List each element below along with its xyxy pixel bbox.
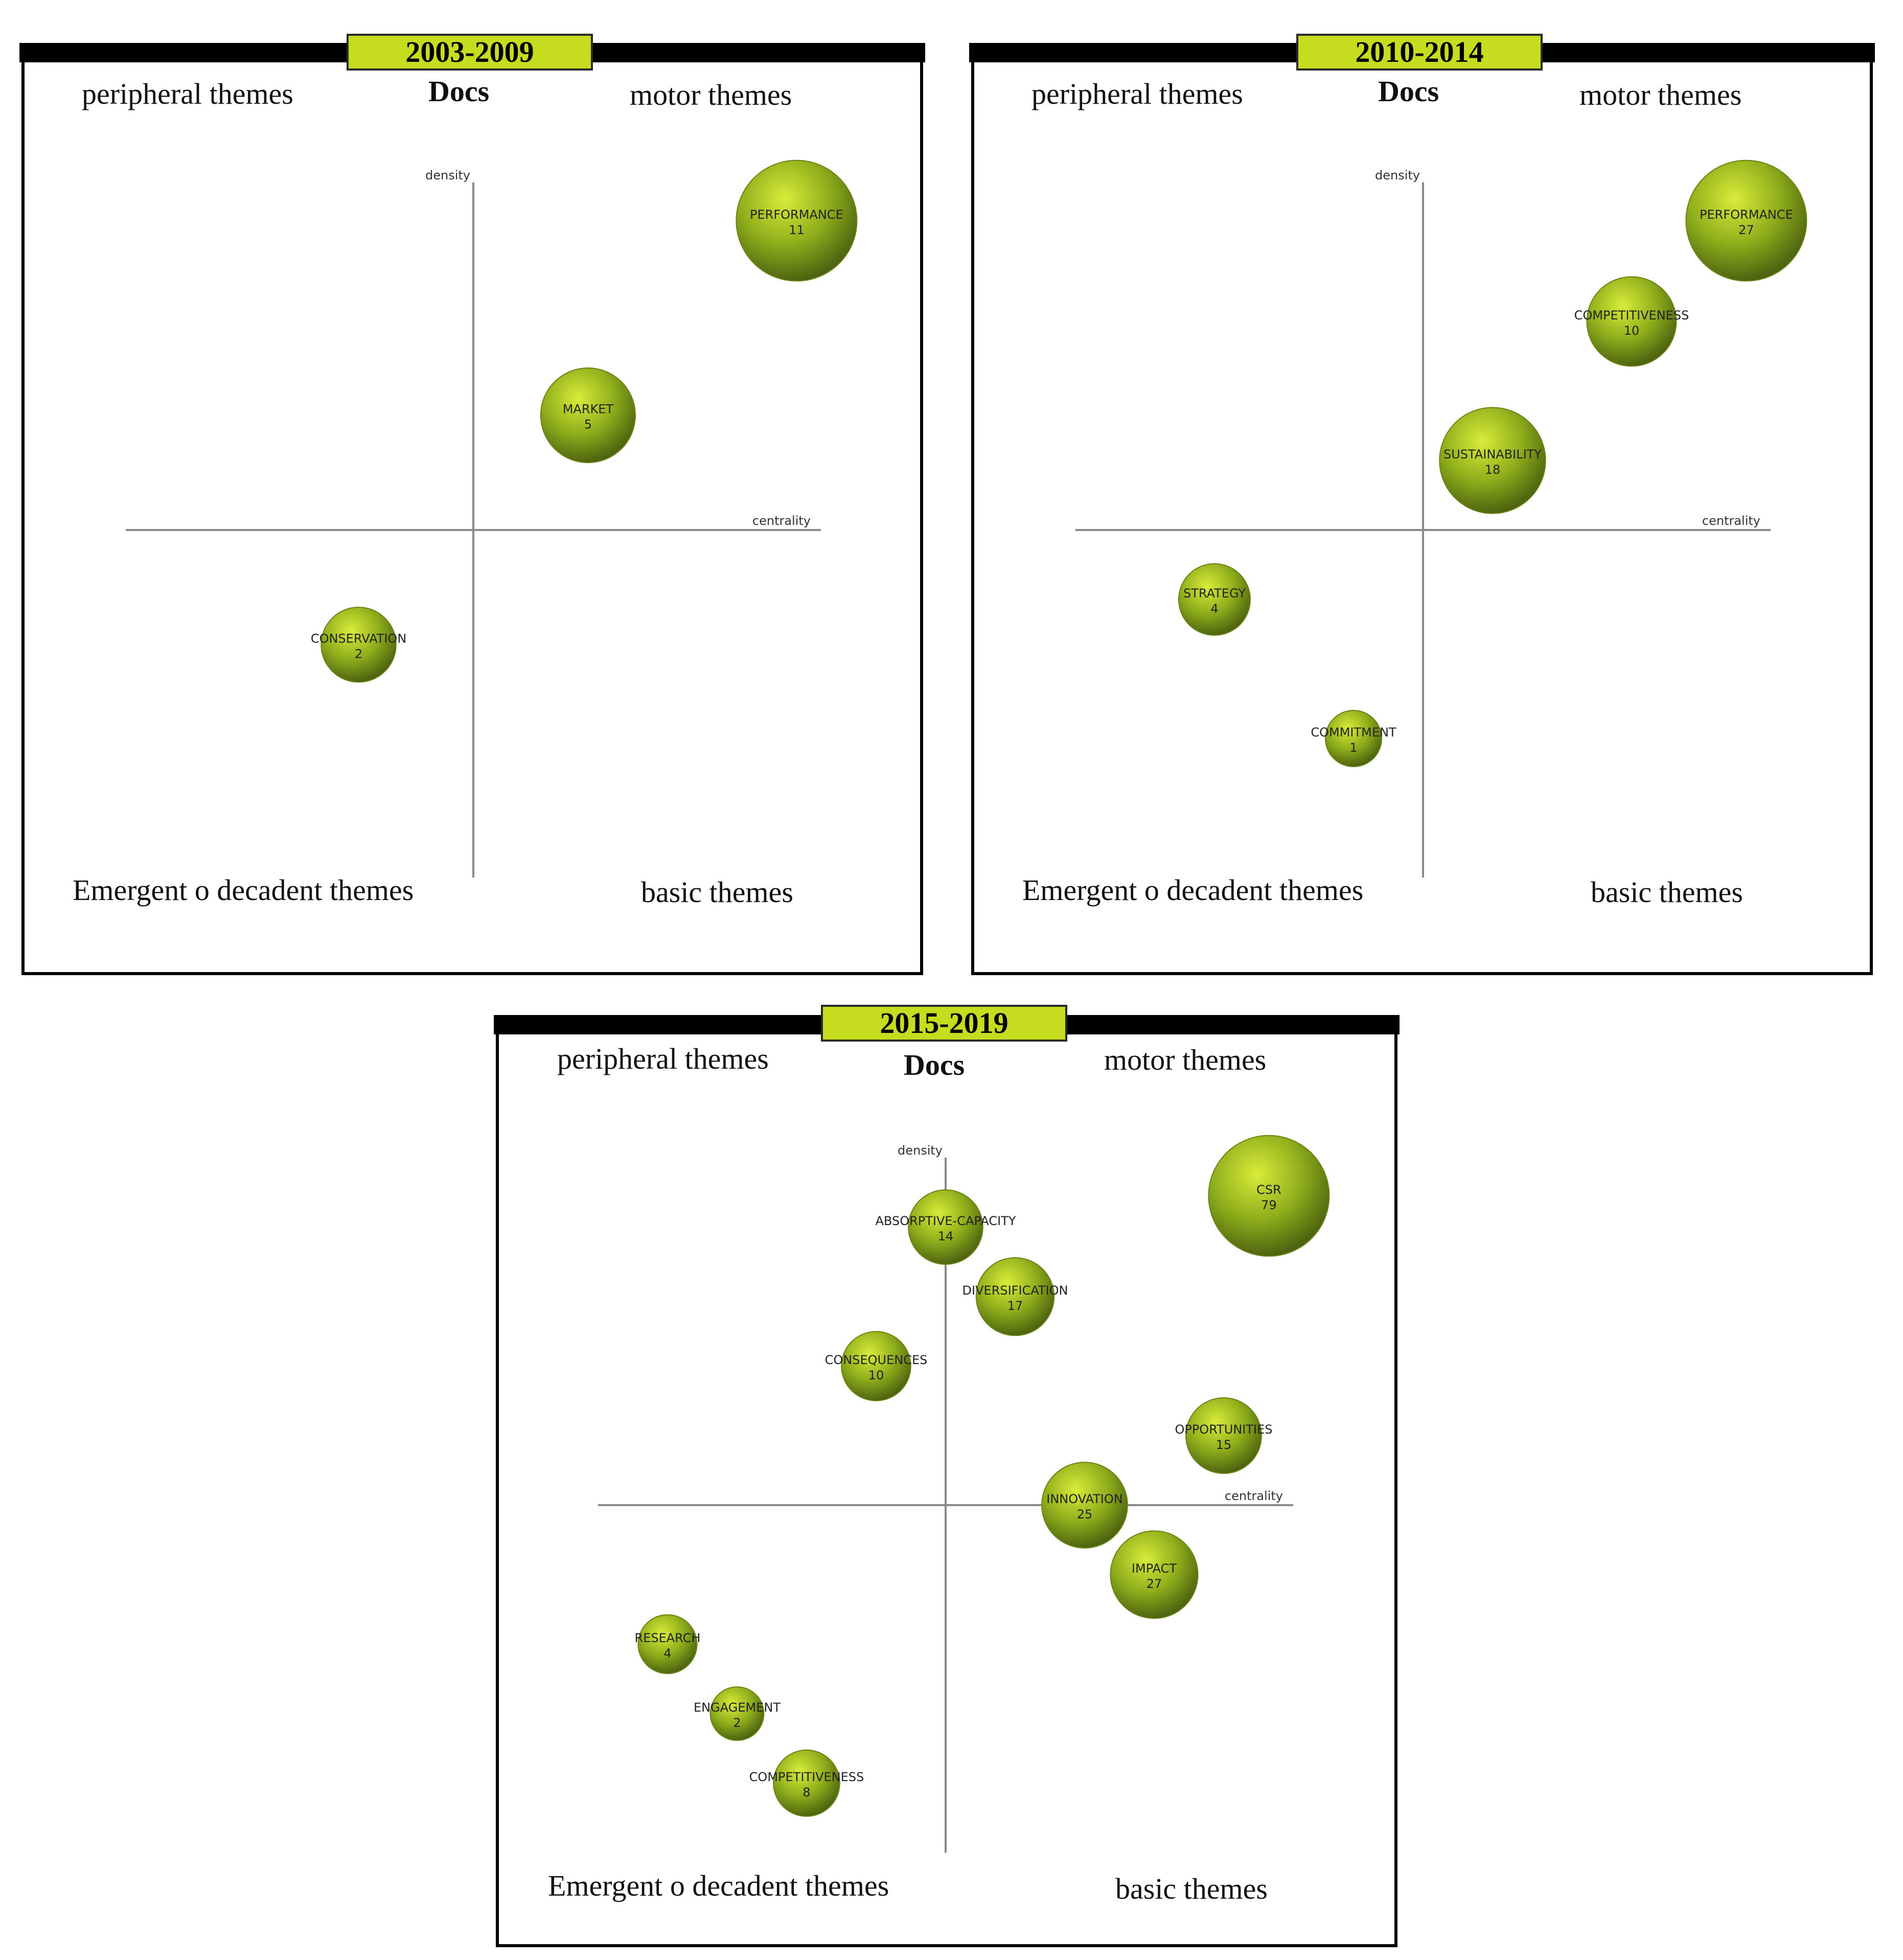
theme-label: PERFORMANCE <box>1700 207 1793 222</box>
x-axis-label: centrality <box>752 514 811 528</box>
quadrant-label-emergent-decadent: Emergent o decadent themes <box>73 873 414 907</box>
size-legend-label: Docs <box>904 1048 965 1081</box>
period-badge: 2015-2019 <box>821 1005 1067 1042</box>
bubble-mark <box>1324 709 1383 768</box>
theme-docs-count: 1 <box>1349 741 1357 755</box>
period-badge: 2010-2014 <box>1296 34 1543 71</box>
size-legend-label: Docs <box>428 75 490 108</box>
theme-label: ABSORPTIVE-CAPACITY <box>876 1214 1016 1228</box>
theme-docs-count: 25 <box>1077 1507 1093 1521</box>
theme-label: COMMITMENT <box>1311 725 1396 740</box>
quadrant-label-basic: basic themes <box>1591 875 1743 909</box>
bubble-mark <box>841 1331 911 1401</box>
theme-docs-count: 11 <box>789 223 805 237</box>
bubble-mark <box>1185 1397 1262 1474</box>
theme-docs-count: 18 <box>1485 463 1501 477</box>
theme-bubble: CONSERVATION 2 <box>311 607 406 683</box>
y-axis-label: density <box>425 168 470 182</box>
theme-label: STRATEGY <box>1183 586 1246 601</box>
theme-docs-count: 14 <box>938 1229 954 1243</box>
size-legend-label: Docs <box>1378 75 1439 108</box>
bubble-mark <box>908 1189 983 1265</box>
theme-docs-count: 15 <box>1216 1438 1232 1452</box>
bubble-mark <box>975 1257 1055 1336</box>
quadrant-label-peripheral: peripheral themes <box>1031 77 1243 110</box>
theme-docs-count: 4 <box>663 1646 671 1661</box>
quadrant-label-basic: basic themes <box>1115 1872 1268 1905</box>
theme-docs-count: 27 <box>1738 223 1754 237</box>
period-badge: 2003-2009 <box>347 34 593 71</box>
x-axis-label: centrality <box>1225 1489 1283 1503</box>
bubble-mark <box>1586 276 1677 367</box>
theme-label: RESEARCH <box>635 1631 701 1645</box>
theme-label: ENGAGEMENT <box>694 1700 781 1715</box>
theme-label: COMPETITIVENESS <box>1574 308 1689 322</box>
y-axis-label: density <box>898 1143 943 1158</box>
bubble-mark <box>540 367 636 464</box>
bubble-mark <box>1208 1135 1330 1257</box>
theme-label: PERFORMANCE <box>750 207 843 222</box>
theme-docs-count: 10 <box>868 1368 884 1382</box>
bubble-mark <box>1178 563 1251 636</box>
bubble-mark <box>637 1614 698 1674</box>
bubble-mark <box>736 159 858 282</box>
quadrant-label-emergent-decadent: Emergent o decadent themes <box>548 1869 889 1902</box>
theme-bubble: COMPETITIVENESS 10 <box>1574 276 1689 367</box>
theme-docs-count: 79 <box>1261 1198 1277 1212</box>
theme-docs-count: 27 <box>1147 1577 1162 1591</box>
theme-label: COMPETITIVENESS <box>749 1770 864 1784</box>
theme-label: INNOVATION <box>1046 1492 1122 1506</box>
bubble-mark <box>1439 407 1546 514</box>
quadrant-label-peripheral: peripheral themes <box>557 1042 769 1075</box>
bubble-mark <box>1041 1462 1128 1549</box>
bubble-mark <box>773 1749 840 1817</box>
theme-label: MARKET <box>563 402 614 417</box>
theme-docs-count: 4 <box>1210 602 1218 616</box>
theme-label: IMPACT <box>1132 1561 1177 1576</box>
theme-label: DIVERSIFICATION <box>962 1283 1068 1298</box>
quadrant-label-peripheral: peripheral themes <box>82 77 293 110</box>
theme-label: OPPORTUNITIES <box>1175 1422 1272 1437</box>
theme-label: SUSTAINABILITY <box>1443 447 1542 462</box>
theme-label: CONSEQUENCES <box>825 1353 928 1367</box>
theme-docs-count: 8 <box>803 1785 810 1800</box>
quadrant-label-emergent-decadent: Emergent o decadent themes <box>1022 873 1364 907</box>
bubble-mark <box>1685 159 1807 282</box>
quadrant-label-basic: basic themes <box>641 875 793 909</box>
theme-docs-count: 17 <box>1007 1299 1023 1313</box>
theme-docs-count: 2 <box>733 1716 741 1730</box>
y-axis-label: density <box>1375 168 1420 182</box>
quadrant-label-motor: motor themes <box>1104 1043 1267 1076</box>
bubble-mark <box>709 1686 765 1741</box>
quadrant-label-motor: motor themes <box>630 78 792 111</box>
theme-docs-count: 2 <box>355 647 362 661</box>
bubble-mark <box>1110 1530 1199 1619</box>
quadrant-label-motor: motor themes <box>1579 78 1742 111</box>
theme-docs-count: 10 <box>1624 324 1640 338</box>
theme-docs-count: 5 <box>584 418 592 432</box>
x-axis-label: centrality <box>1702 514 1760 528</box>
bubble-mark <box>320 607 397 683</box>
theme-label: CONSERVATION <box>311 631 406 645</box>
theme-label: CSR <box>1256 1183 1281 1197</box>
